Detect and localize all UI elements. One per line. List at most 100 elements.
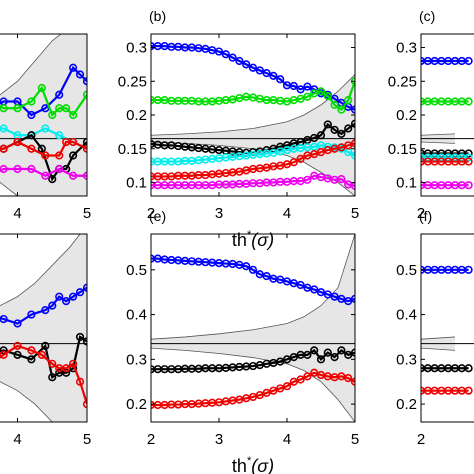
confidence-band (151, 74, 355, 196)
data-point (68, 137, 78, 147)
data-point (310, 133, 319, 143)
data-point (316, 131, 326, 140)
data-point (303, 92, 312, 101)
y-tick-label: 0.2 (396, 107, 417, 124)
data-point (0, 124, 8, 133)
data-point (337, 175, 346, 184)
data-point (75, 70, 85, 79)
data-point (330, 125, 339, 134)
data-point (242, 262, 251, 271)
data-point (13, 341, 22, 351)
y-tick-label: 0.2 (396, 396, 417, 413)
data-point (55, 90, 64, 99)
y-tick-label: 0.3 (396, 351, 417, 368)
data-point (330, 292, 339, 301)
data-point (48, 110, 57, 120)
panel-label: (f) (419, 208, 432, 224)
data-point (68, 359, 78, 368)
data-point (13, 350, 22, 359)
band-lower-edge (421, 141, 456, 144)
data-point (13, 164, 22, 174)
series-b-0 (151, 42, 355, 114)
x-tick-label: 5 (351, 431, 359, 448)
data-point (41, 124, 50, 133)
series-b-3 (151, 141, 355, 166)
data-point (350, 181, 355, 190)
data-point (269, 71, 278, 80)
series-line (0, 140, 87, 157)
data-point (296, 154, 305, 163)
confidence-band (151, 234, 355, 422)
series-f-2 (421, 386, 473, 395)
series-b-5 (151, 171, 355, 190)
data-point (296, 85, 305, 94)
data-point (323, 120, 332, 129)
series-d-2 (0, 341, 87, 409)
band-lower-edge (421, 347, 456, 351)
data-point (303, 372, 312, 381)
data-point (48, 359, 57, 368)
data-point (62, 297, 71, 306)
plot-area-c (421, 56, 474, 190)
data-point (62, 104, 71, 113)
series-line (0, 286, 87, 325)
data-point (48, 175, 57, 184)
x-tick-label: 5 (83, 205, 91, 222)
data-point (464, 181, 473, 190)
data-point (27, 355, 36, 364)
data-point (41, 171, 50, 180)
data-point (464, 364, 473, 373)
series-line (151, 80, 355, 112)
data-point (310, 368, 319, 377)
panel-label: (e) (149, 208, 166, 224)
y-tick-label: 0.2 (126, 107, 147, 124)
panel-label: (b) (149, 8, 166, 24)
data-point (221, 50, 230, 59)
data-point (344, 374, 353, 383)
data-point (68, 292, 78, 301)
data-point (350, 377, 355, 386)
data-point (62, 364, 71, 373)
series-a-1 (0, 83, 87, 120)
data-point (48, 301, 57, 310)
data-point (289, 377, 298, 386)
series-line (151, 371, 355, 407)
data-point (289, 158, 298, 167)
data-point (350, 105, 355, 114)
data-point (269, 386, 278, 395)
data-point (464, 157, 473, 166)
x-tick-label: 4 (283, 205, 291, 222)
axes-frame (420, 233, 474, 423)
data-point (75, 332, 85, 342)
series-e-0 (151, 254, 355, 306)
y-tick-label: 0.25 (388, 73, 417, 90)
data-point (276, 384, 285, 393)
data-point (296, 280, 305, 290)
series-a-4 (0, 137, 87, 160)
y-tick-label: 0.2 (126, 396, 147, 413)
y-tick-label: 0.1 (396, 175, 417, 192)
x-axis-label: th*(σ) (232, 455, 274, 474)
x-tick-label: 3 (215, 205, 223, 222)
data-point (289, 81, 298, 91)
data-point (13, 319, 22, 328)
data-point (276, 357, 285, 366)
data-point (68, 110, 78, 120)
data-point (13, 104, 22, 113)
data-point (0, 164, 8, 174)
data-point (0, 314, 8, 324)
plot-area-d (0, 234, 87, 422)
data-point (37, 350, 46, 359)
data-point (350, 348, 355, 357)
data-point (344, 96, 353, 105)
band-upper-edge (421, 336, 456, 340)
series-c-5 (421, 181, 473, 190)
data-point (316, 355, 326, 364)
data-point (235, 56, 244, 66)
panel-f: 2 0.2 0.3 0.4 0.5 (f) (396, 208, 474, 448)
series-line (151, 45, 355, 111)
data-point (262, 271, 271, 281)
series-line (0, 167, 87, 177)
data-point (27, 144, 36, 153)
